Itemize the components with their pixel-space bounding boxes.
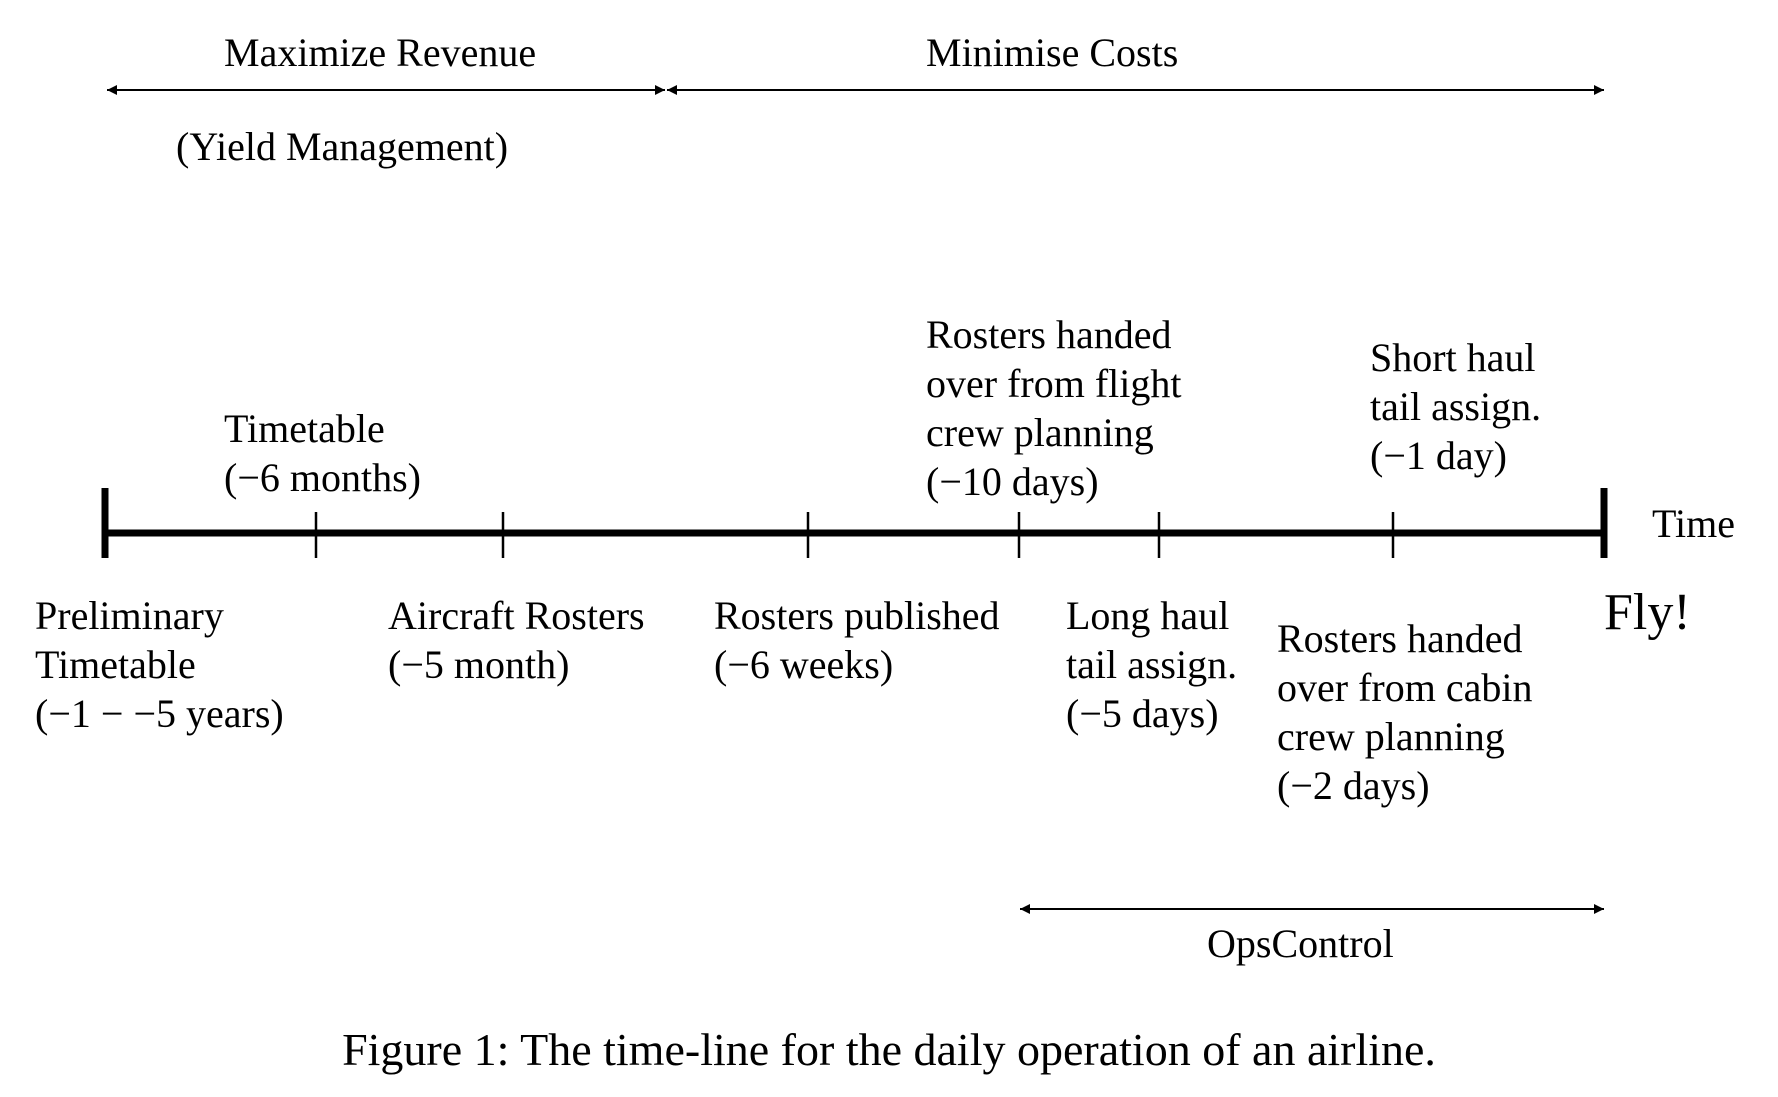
event-line: (−2 days) <box>1277 763 1430 808</box>
costs-label: Minimise Costs <box>926 30 1179 75</box>
fly-label: Fly! <box>1604 584 1691 641</box>
event-line: crew planning <box>1277 714 1505 759</box>
event-line: Rosters handed <box>1277 616 1523 661</box>
event-line: Rosters handed <box>926 312 1172 357</box>
event-line: Short haul <box>1370 335 1536 380</box>
event-aircraft-rosters: Aircraft Rosters (−5 month) <box>388 591 645 689</box>
event-long-haul-tail: Long haul tail assign. (−5 days) <box>1066 591 1237 738</box>
event-rosters-published: Rosters published (−6 weeks) <box>714 591 1000 689</box>
event-cabin-crew-handover: Rosters handed over from cabin crew plan… <box>1277 614 1532 810</box>
event-line: (−1 − −5 years) <box>35 691 284 736</box>
figure-caption: Figure 1: The time-line for the daily op… <box>342 1024 1436 1075</box>
yield-management-label: (Yield Management) <box>176 124 509 169</box>
event-line: tail assign. <box>1066 642 1238 687</box>
opscontrol-label: OpsControl <box>1207 921 1394 966</box>
event-line: (−5 days) <box>1066 691 1219 736</box>
event-line: Aircraft Rosters <box>388 593 645 638</box>
event-line: crew planning <box>926 410 1154 455</box>
event-line: Preliminary <box>35 593 224 638</box>
event-line: (−6 months) <box>224 455 421 500</box>
event-preliminary-timetable: Preliminary Timetable (−1 − −5 years) <box>35 591 284 738</box>
event-line: Timetable <box>224 406 385 451</box>
event-line: over from flight <box>926 361 1182 406</box>
event-line: (−10 days) <box>926 459 1099 504</box>
event-line: (−6 weeks) <box>714 642 894 687</box>
event-line: Rosters published <box>714 593 1000 638</box>
event-timetable: Timetable (−6 months) <box>224 404 421 502</box>
event-short-haul-tail: Short haul tail assign. (−1 day) <box>1370 333 1541 480</box>
event-line: over from cabin <box>1277 665 1533 710</box>
event-line: (−5 month) <box>388 642 570 687</box>
event-line: tail assign. <box>1370 384 1542 429</box>
revenue-label: Maximize Revenue <box>224 30 537 75</box>
time-axis-label: Time <box>1652 501 1736 546</box>
event-flight-crew-handover: Rosters handed over from flight crew pla… <box>926 310 1182 506</box>
event-line: Long haul <box>1066 593 1230 638</box>
event-line: Timetable <box>35 642 196 687</box>
event-line: (−1 day) <box>1370 433 1507 478</box>
